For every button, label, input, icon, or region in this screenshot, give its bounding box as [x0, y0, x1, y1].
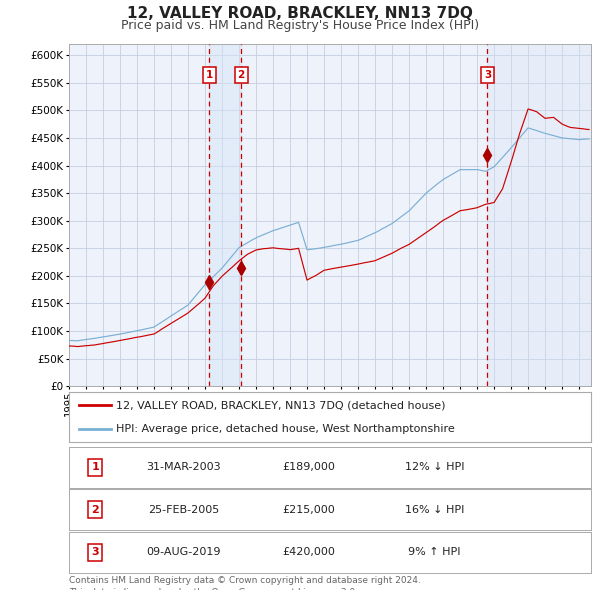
Text: 2: 2 [91, 505, 99, 515]
Text: 2: 2 [238, 70, 245, 80]
Text: 09-AUG-2019: 09-AUG-2019 [146, 548, 221, 558]
Text: 12% ↓ HPI: 12% ↓ HPI [404, 463, 464, 473]
Text: 1: 1 [91, 463, 99, 473]
Text: 12, VALLEY ROAD, BRACKLEY, NN13 7DQ (detached house): 12, VALLEY ROAD, BRACKLEY, NN13 7DQ (det… [116, 400, 445, 410]
Text: 31-MAR-2003: 31-MAR-2003 [146, 463, 221, 473]
Text: 16% ↓ HPI: 16% ↓ HPI [405, 505, 464, 515]
Text: 3: 3 [91, 548, 99, 558]
Text: £215,000: £215,000 [283, 505, 335, 515]
Bar [487, 44, 591, 386]
Text: 25-FEB-2005: 25-FEB-2005 [148, 505, 220, 515]
Text: HPI: Average price, detached house, West Northamptonshire: HPI: Average price, detached house, West… [116, 424, 455, 434]
Bar [209, 44, 241, 386]
Text: Price paid vs. HM Land Registry's House Price Index (HPI): Price paid vs. HM Land Registry's House … [121, 19, 479, 32]
Text: £420,000: £420,000 [283, 548, 335, 558]
Text: £189,000: £189,000 [283, 463, 335, 473]
Text: 1: 1 [205, 70, 213, 80]
Text: 9% ↑ HPI: 9% ↑ HPI [408, 548, 461, 558]
Text: Contains HM Land Registry data © Crown copyright and database right 2024.
This d: Contains HM Land Registry data © Crown c… [69, 576, 421, 590]
Text: 12, VALLEY ROAD, BRACKLEY, NN13 7DQ: 12, VALLEY ROAD, BRACKLEY, NN13 7DQ [127, 6, 473, 21]
Text: 3: 3 [484, 70, 491, 80]
